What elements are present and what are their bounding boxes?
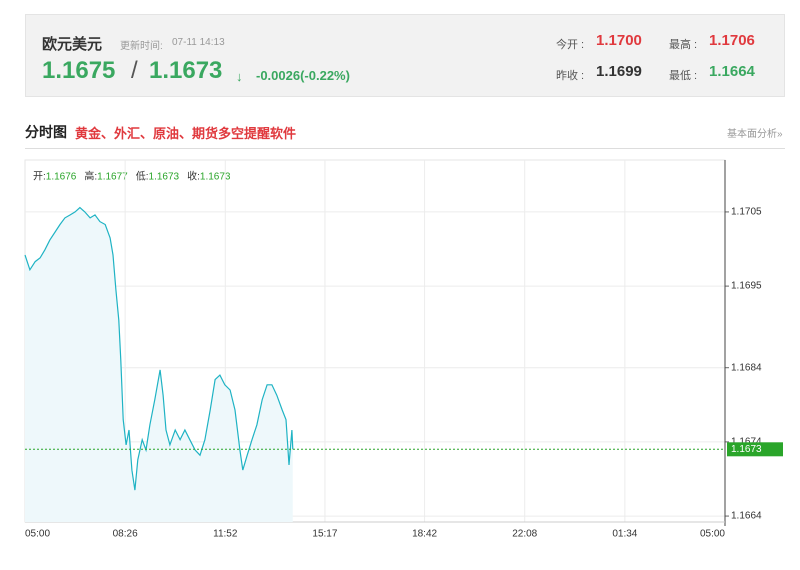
analysis-link[interactable]: 基本面分析» xyxy=(727,129,783,140)
divider xyxy=(25,148,785,149)
stat-value: 1.1706 xyxy=(709,32,755,49)
area xyxy=(25,207,293,522)
change-arrow: ↓ xyxy=(236,69,243,84)
x-tick-label: 01:34 xyxy=(612,529,637,540)
ohlc-value: 1.1676 xyxy=(46,172,77,183)
ohlc-value: 1.1677 xyxy=(97,172,128,183)
last-price-label: 1.1673 xyxy=(731,444,762,455)
price-line xyxy=(24,206,294,491)
last-price-box xyxy=(727,442,783,457)
y-tick-label: 1.1684 xyxy=(731,362,762,373)
bid-price: 1.1675 xyxy=(42,57,116,84)
update-label: 更新时间: xyxy=(120,41,163,52)
stat-label: 昨收 : xyxy=(556,70,585,82)
x-tick-label: 05:00 xyxy=(700,529,725,540)
stat-label: 最高 : xyxy=(669,39,698,51)
y-tick-label: 1.1695 xyxy=(731,281,762,292)
x-tick-label: 22:08 xyxy=(512,529,537,540)
change: -0.0026(-0.22%) xyxy=(256,68,350,83)
x-tick-label: 11:52 xyxy=(213,529,238,540)
section-title: 分时图 xyxy=(25,124,67,140)
quote-panel: 欧元美元 更新时间: 07-11 14:13 1.1675 / 1.1673 ↓… xyxy=(25,14,785,97)
ask-price: 1.1673 xyxy=(149,57,223,84)
ohlc-value: 1.1673 xyxy=(149,172,180,183)
promo-link[interactable]: 黄金、外汇、原油、期货多空提醒软件 xyxy=(75,126,297,141)
update-time: 07-11 14:13 xyxy=(172,37,225,48)
stat-label: 今开 : xyxy=(556,39,585,51)
ohlc-label: 高: xyxy=(84,170,97,183)
y-tick-label: 1.1674 xyxy=(731,437,762,448)
stat-label: 最低 : xyxy=(669,70,698,82)
y-tick-label: 1.1705 xyxy=(731,207,762,218)
stat-value: 1.1699 xyxy=(596,63,642,80)
symbol-title: 欧元美元 xyxy=(42,36,103,53)
ohlc-value: 1.1673 xyxy=(200,172,231,183)
x-tick-label: 18:42 xyxy=(412,529,437,540)
stat-value: 1.1664 xyxy=(709,63,755,80)
x-tick-label: 15:17 xyxy=(312,529,337,540)
ohlc-label: 低: xyxy=(136,170,149,183)
ohlc-label: 收: xyxy=(187,170,200,183)
x-tick-label: 05:00 xyxy=(25,529,50,540)
separator: / xyxy=(131,57,138,84)
x-tick-label: 08:26 xyxy=(113,529,138,540)
stat-value: 1.1700 xyxy=(596,32,642,49)
ohlc-label: 开: xyxy=(33,172,46,183)
y-tick-label: 1.1664 xyxy=(731,511,762,522)
